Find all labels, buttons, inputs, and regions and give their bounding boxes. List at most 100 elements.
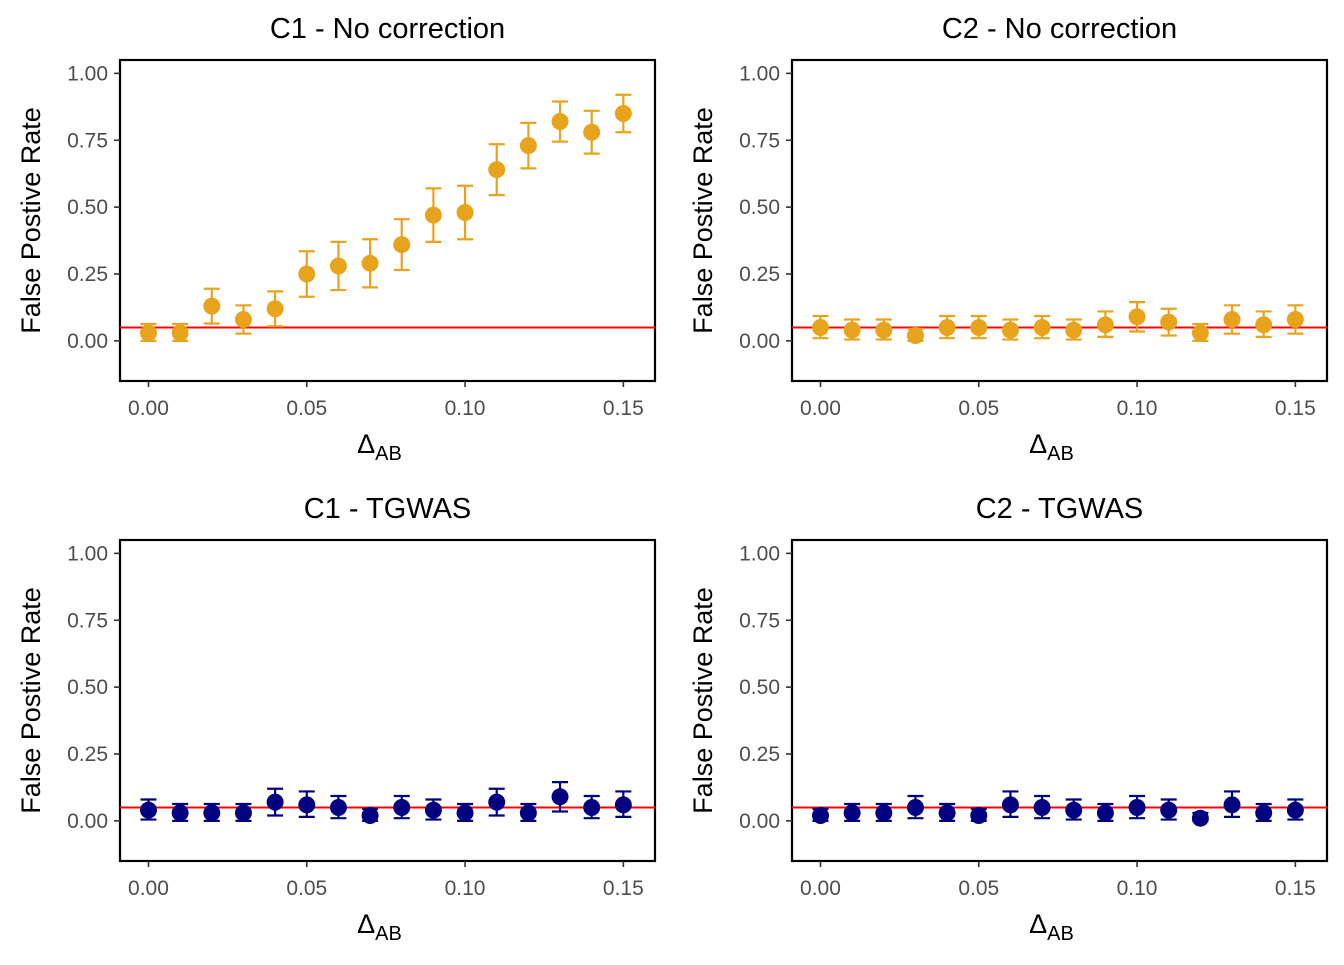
data-point bbox=[614, 796, 632, 814]
y-tick-label: 0.25 bbox=[739, 263, 780, 286]
x-tick-label: 0.15 bbox=[603, 397, 644, 420]
panel-title: C2 - No correction bbox=[942, 13, 1177, 45]
data-point bbox=[1160, 801, 1178, 819]
y-tick-label: 0.75 bbox=[739, 129, 780, 152]
x-tick-label: 0.10 bbox=[1117, 397, 1158, 420]
data-point bbox=[361, 807, 379, 825]
data-point bbox=[1033, 799, 1051, 816]
data-point bbox=[1255, 316, 1273, 334]
x-axis-symbol: Δ bbox=[357, 909, 375, 939]
data-point bbox=[1286, 801, 1304, 819]
x-axis-symbol: Δ bbox=[1029, 429, 1047, 459]
x-axis-title: ΔAB bbox=[1029, 909, 1074, 945]
data-point bbox=[329, 799, 347, 816]
data-point bbox=[171, 324, 189, 342]
x-tick-label: 0.10 bbox=[445, 397, 486, 420]
data-point bbox=[234, 310, 252, 328]
data-point bbox=[1255, 804, 1273, 822]
data-point bbox=[139, 324, 157, 342]
data-point bbox=[298, 265, 316, 283]
y-axis-title: False Postive Rate bbox=[688, 107, 718, 334]
y-tick-label: 0.50 bbox=[739, 196, 780, 219]
y-tick-label: 1.00 bbox=[67, 62, 108, 85]
x-tick-label: 0.00 bbox=[800, 397, 841, 420]
x-tick-label: 0.00 bbox=[800, 877, 841, 900]
x-axis-subscript: AB bbox=[375, 923, 402, 945]
data-point bbox=[1223, 796, 1241, 814]
data-point bbox=[1001, 321, 1019, 339]
data-point bbox=[424, 801, 442, 819]
y-axis-title: False Postive Rate bbox=[16, 107, 46, 334]
data-point bbox=[519, 804, 537, 822]
data-point bbox=[938, 804, 956, 822]
data-point bbox=[1096, 804, 1114, 822]
y-tick-label: 1.00 bbox=[739, 542, 780, 565]
data-point bbox=[171, 804, 189, 822]
data-point bbox=[938, 319, 956, 336]
data-point bbox=[139, 801, 157, 819]
data-point bbox=[875, 804, 893, 822]
data-point bbox=[811, 807, 829, 825]
y-axis-title: False Postive Rate bbox=[16, 587, 46, 814]
data-point bbox=[551, 113, 569, 131]
data-point bbox=[298, 796, 316, 814]
x-tick-label: 0.05 bbox=[286, 397, 327, 420]
data-point bbox=[361, 254, 379, 272]
x-tick-label: 0.15 bbox=[1275, 397, 1316, 420]
data-point bbox=[843, 804, 861, 822]
x-tick-label: 0.15 bbox=[603, 877, 644, 900]
data-point bbox=[456, 203, 474, 221]
data-point bbox=[875, 321, 893, 339]
data-point bbox=[1065, 801, 1083, 819]
x-tick-label: 0.15 bbox=[1275, 877, 1316, 900]
data-point bbox=[583, 799, 601, 816]
x-axis-symbol: Δ bbox=[357, 429, 375, 459]
y-tick-label: 0.25 bbox=[67, 263, 108, 286]
panel-border bbox=[118, 58, 657, 383]
x-axis-title: ΔAB bbox=[357, 429, 402, 465]
data-point bbox=[519, 137, 537, 155]
x-tick-label: 0.05 bbox=[958, 877, 999, 900]
y-tick-label: 1.00 bbox=[67, 542, 108, 565]
x-tick-label: 0.10 bbox=[1117, 877, 1158, 900]
data-point bbox=[266, 793, 284, 811]
x-axis-symbol: Δ bbox=[1029, 909, 1047, 939]
data-point bbox=[583, 123, 601, 141]
data-point bbox=[614, 105, 632, 122]
chart-panel: C2 - No correction 0.00 0.25 0.50 0.75 1.00 0.… bbox=[688, 13, 1329, 465]
y-tick-label: 0.25 bbox=[67, 743, 108, 766]
data-point bbox=[1223, 310, 1241, 328]
data-point bbox=[393, 799, 411, 816]
data-point bbox=[1160, 313, 1178, 331]
chart-panel: C2 - TGWAS 0.00 0.25 0.50 0.75 1.00 0.00 0.05 0.… bbox=[688, 493, 1329, 945]
data-point bbox=[970, 807, 988, 825]
data-point bbox=[456, 804, 474, 822]
y-tick-label: 0.00 bbox=[67, 330, 108, 353]
chart-panel: C1 - No correction 0.00 0.25 0.50 0.75 1.00 0.… bbox=[16, 13, 657, 465]
x-axis-subscript: AB bbox=[1047, 923, 1074, 945]
data-point bbox=[234, 804, 252, 822]
data-point bbox=[1033, 319, 1051, 336]
y-tick-label: 0.50 bbox=[67, 196, 108, 219]
y-axis-title: False Postive Rate bbox=[688, 587, 718, 814]
panel-border bbox=[790, 58, 1329, 383]
data-point bbox=[811, 319, 829, 336]
data-point bbox=[1286, 310, 1304, 328]
data-point bbox=[329, 257, 347, 275]
data-point bbox=[1065, 321, 1083, 339]
panel-border bbox=[790, 538, 1329, 863]
x-tick-label: 0.05 bbox=[958, 397, 999, 420]
data-point bbox=[203, 297, 221, 315]
data-point bbox=[393, 236, 411, 254]
data-point bbox=[203, 804, 221, 822]
data-point bbox=[906, 327, 924, 345]
x-axis-title: ΔAB bbox=[357, 909, 402, 945]
y-tick-label: 0.00 bbox=[739, 810, 780, 833]
panel-title: C1 - No correction bbox=[270, 13, 505, 45]
data-point bbox=[1191, 324, 1209, 342]
data-point bbox=[1096, 316, 1114, 334]
y-tick-label: 0.75 bbox=[67, 129, 108, 152]
panel-border bbox=[118, 538, 657, 863]
